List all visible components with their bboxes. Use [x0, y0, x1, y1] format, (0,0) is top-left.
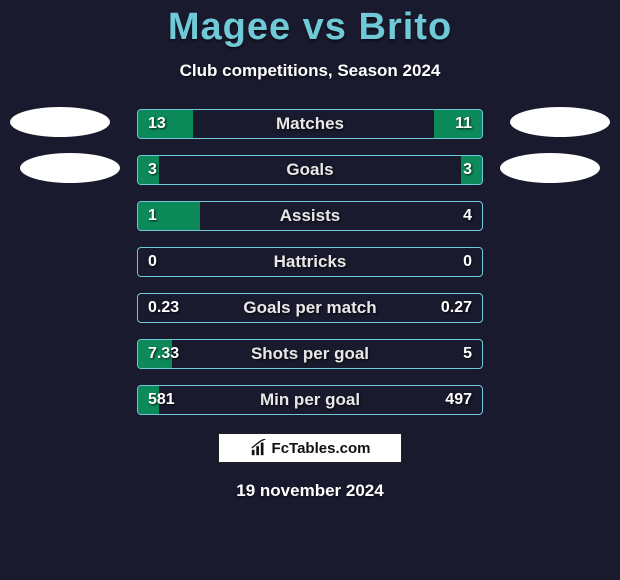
subtitle: Club competitions, Season 2024: [0, 61, 620, 81]
page-title: Magee vs Brito: [0, 6, 620, 49]
brand-box[interactable]: FcTables.com: [218, 433, 402, 463]
stat-label: Assists: [138, 202, 482, 230]
header: Magee vs Brito Club competitions, Season…: [0, 0, 620, 81]
avatar-right-top: [510, 107, 610, 137]
avatar-left-bottom: [20, 153, 120, 183]
stat-row: 0.230.27Goals per match: [137, 293, 483, 323]
avatar-right-bottom: [500, 153, 600, 183]
date-text: 19 november 2024: [0, 481, 620, 501]
stat-label: Goals per match: [138, 294, 482, 322]
player2-name: Brito: [359, 6, 453, 48]
stat-row: 581497Min per goal: [137, 385, 483, 415]
avatar-left-top: [10, 107, 110, 137]
stat-label: Min per goal: [138, 386, 482, 414]
vs-text: vs: [303, 6, 347, 48]
stat-row: 33Goals: [137, 155, 483, 185]
player1-name: Magee: [168, 6, 291, 48]
stat-row: 7.335Shots per goal: [137, 339, 483, 369]
stat-label: Hattricks: [138, 248, 482, 276]
stat-row: 14Assists: [137, 201, 483, 231]
chart-icon: [250, 439, 268, 457]
stats-container: 1311Matches 33Goals 14Assists 00Hattricks 0.…: [137, 109, 483, 415]
stat-label: Goals: [138, 156, 482, 184]
stat-label: Matches: [138, 110, 482, 138]
brand-text: FcTables.com: [272, 440, 371, 457]
content-area: 1311Matches 33Goals 14Assists 00Hattricks 0.…: [0, 109, 620, 501]
stat-row: 1311Matches: [137, 109, 483, 139]
stat-label: Shots per goal: [138, 340, 482, 368]
stat-row: 00Hattricks: [137, 247, 483, 277]
